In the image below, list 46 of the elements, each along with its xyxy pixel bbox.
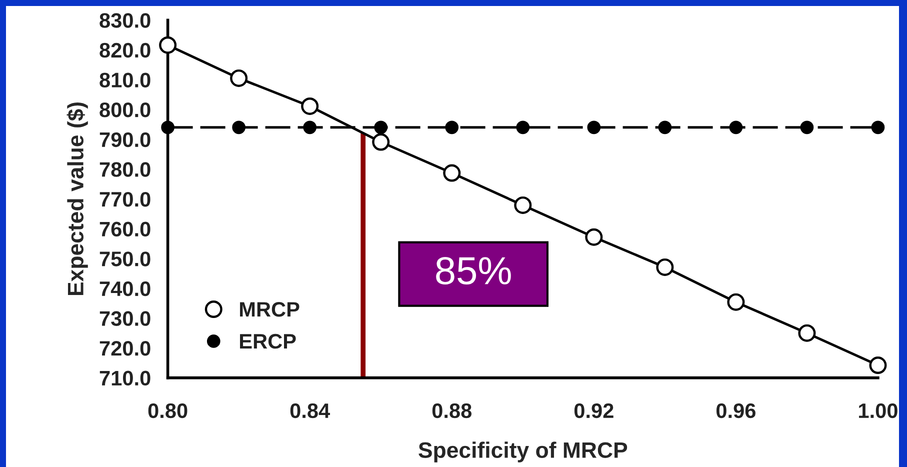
annotation: 85% <box>436 256 511 285</box>
point <box>800 120 814 134</box>
y-tick-label: 820.0 <box>100 42 150 58</box>
point <box>303 120 316 134</box>
x-tick-label: 0.92 <box>574 403 614 418</box>
point <box>656 258 674 276</box>
point <box>871 120 885 134</box>
y-tick-label: 720.0 <box>100 340 150 356</box>
point <box>729 120 743 134</box>
y-tick-label: 730.0 <box>100 311 150 326</box>
x-tick-label: 0.88 <box>432 403 472 418</box>
point <box>514 196 532 214</box>
y-tick-label: 790.0 <box>100 132 150 148</box>
x-tick-label: 1.00 <box>859 403 898 418</box>
y-tick-label: 800.0 <box>100 102 150 118</box>
point <box>869 356 887 374</box>
y-tick-label: 750.0 <box>100 252 150 266</box>
point <box>516 120 530 134</box>
x-tick-label: 0.84 <box>290 403 330 418</box>
point <box>727 293 745 311</box>
legend-label: ERCP <box>240 334 296 349</box>
point <box>232 120 246 134</box>
point <box>374 120 388 134</box>
y-tick-label: 740.0 <box>100 281 150 296</box>
y-axis-title: Expected value ($) <box>66 102 88 296</box>
point <box>658 120 672 134</box>
y-tick-label: 780.0 <box>100 162 150 177</box>
x-tick-label: 0.80 <box>148 403 188 418</box>
legend-label: MRCP <box>240 302 300 317</box>
point <box>585 228 603 246</box>
y-tick-label: 770.0 <box>100 192 150 207</box>
point <box>159 36 177 54</box>
x-axis-title: Specificity of MRCP <box>418 442 628 462</box>
y-tick-label: 830.0 <box>100 13 150 28</box>
y-tick-label: 760.0 <box>100 222 150 237</box>
point <box>161 120 174 134</box>
point <box>301 97 319 115</box>
point <box>798 324 816 342</box>
point <box>445 120 459 134</box>
point <box>372 133 390 151</box>
y-tick-label: 810.0 <box>100 72 150 88</box>
y-tick-label: 710.0 <box>100 370 150 386</box>
point <box>443 164 461 182</box>
point <box>230 69 248 87</box>
x-tick-label: 0.96 <box>716 403 756 418</box>
point <box>587 120 601 134</box>
